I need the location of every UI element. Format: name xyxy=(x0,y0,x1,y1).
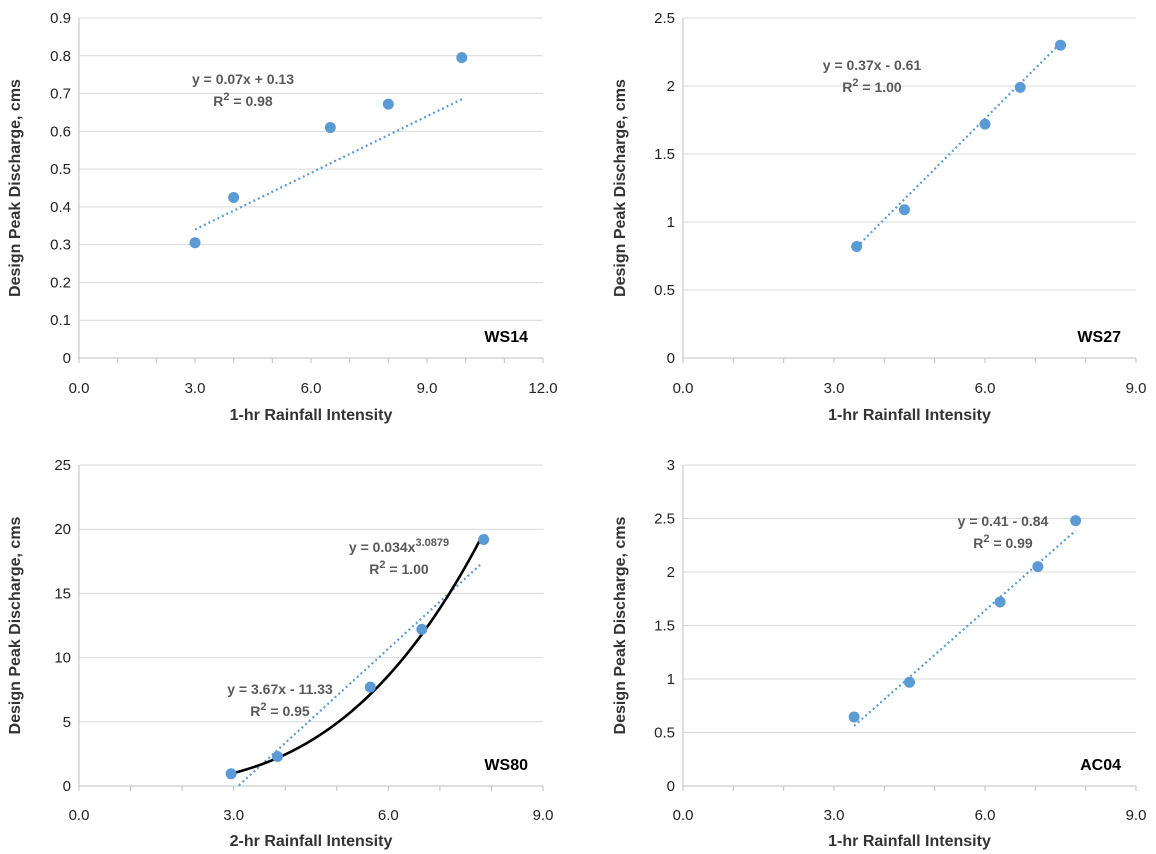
chart-3-xtick-label: 3.0 xyxy=(824,807,845,824)
chart-2-point-2 xyxy=(364,681,376,693)
chart-2-xtick-label: 0.0 xyxy=(69,807,90,824)
chart-0-ytick-label: 0 xyxy=(63,350,71,367)
chart-1-panel: 0 0.5 1 1.5 2 2.5 0.0 3.0 6.0 9.0 1-hr Rainfall In… xyxy=(612,10,1146,424)
chart-1-ytick-label: 1 xyxy=(667,214,675,231)
chart-2-panel-label: WS80 xyxy=(484,757,528,774)
chart-0-point-1 xyxy=(228,191,240,203)
chart-3-panel-label: AC04 xyxy=(1080,757,1121,774)
chart-2-xtick-label: 9.0 xyxy=(533,807,554,824)
chart-0-panel: 0 0.1 0.2 0.3 0.4 0.5 0.6 0.7 0.8 0.9 0.0 3.0 6.0 9.0… xyxy=(7,10,558,424)
chart-2-ytick-label: 15 xyxy=(54,585,71,602)
chart-1-point-0 xyxy=(851,240,863,252)
chart-1-ytick-label: 2.5 xyxy=(654,10,675,27)
chart-2-x-axis-title: 2-hr Rainfall Intensity xyxy=(230,833,393,850)
chart-3-ytick-label: 1 xyxy=(667,671,675,688)
chart-1-xtick-label: 3.0 xyxy=(824,380,845,397)
chart-0-point-3 xyxy=(382,98,394,110)
chart-0-ytick-label: 0.1 xyxy=(50,312,71,329)
chart-0-xtick-label: 0.0 xyxy=(69,380,90,397)
chart-3-x-axis-title: 1-hr Rainfall Intensity xyxy=(828,833,991,850)
chart-3-panel: 0 0.5 1 1.5 2 2.5 3 0.0 3.0 6.0 9.0 1-hr Rainfall I… xyxy=(612,457,1146,850)
chart-3-r2-label: R2 = 0.99 xyxy=(973,533,1033,551)
chart-1-trendline-linear xyxy=(855,42,1062,248)
chart-3-point-3 xyxy=(1032,561,1044,573)
chart-1-point-2 xyxy=(979,118,991,130)
chart-3-trendline-linear xyxy=(853,529,1077,727)
chart-3-point-4 xyxy=(1070,515,1082,527)
chart-1-y-axis-title: Design Peak Discharge, cms xyxy=(612,79,629,297)
chart-3-xtick-label: 0.0 xyxy=(673,807,694,824)
chart-3-point-1 xyxy=(904,676,915,688)
chart-0-r2-label: R2 = 0.98 xyxy=(213,91,273,109)
chart-2-equation-label: y = 0.034x3.0879 xyxy=(349,537,449,555)
chart-2-point-4 xyxy=(478,533,490,545)
chart-1-panel-label: WS27 xyxy=(1077,329,1121,346)
chart-3-ytick-label: 2 xyxy=(667,564,675,581)
chart-2-ytick-label: 5 xyxy=(63,714,71,731)
chart-2-trendline-power xyxy=(230,537,483,775)
chart-0-point-2 xyxy=(324,122,336,134)
chart-0-xtick-label: 12.0 xyxy=(528,380,557,397)
chart-0-panel-label: WS14 xyxy=(484,329,528,346)
chart-3-ytick-label: 0.5 xyxy=(654,725,675,742)
chart-1-xtick-label: 9.0 xyxy=(1126,380,1147,397)
chart-0-x-axis-title: 1-hr Rainfall Intensity xyxy=(230,407,393,424)
chart-1-xtick-label: 0.0 xyxy=(673,380,694,397)
chart-2-panel: 0 5 10 15 20 25 0.0 3.0 6.0 9.0 2-hr Rainfall Inte… xyxy=(7,457,553,850)
chart-1-point-4 xyxy=(1055,39,1066,51)
chart-0-ytick-label: 0.5 xyxy=(50,161,71,178)
chart-0-ytick-label: 0.2 xyxy=(50,274,71,291)
chart-2-point-3 xyxy=(416,623,428,635)
chart-2-ytick-label: 20 xyxy=(54,521,71,538)
chart-0-xtick-label: 6.0 xyxy=(301,380,322,397)
chart-0-xtick-label: 3.0 xyxy=(185,380,206,397)
chart-0-ytick-label: 0.8 xyxy=(50,48,71,65)
chart-0-trendline-linear xyxy=(194,98,463,231)
chart-3-equation-label: y = 0.41 - 0.84 xyxy=(958,513,1049,529)
chart-0-ytick-label: 0.4 xyxy=(50,199,71,216)
chart-3-ytick-label: 2.5 xyxy=(654,511,675,528)
chart-1-x-axis-title: 1-hr Rainfall Intensity xyxy=(828,407,991,424)
chart-1-ytick-label: 0 xyxy=(667,350,675,367)
chart-1-xtick-label: 6.0 xyxy=(975,380,996,397)
chart-0-y-axis-title: Design Peak Discharge, cms xyxy=(7,79,24,297)
chart-3-xtick-label: 9.0 xyxy=(1126,807,1147,824)
chart-0-ytick-label: 0.3 xyxy=(50,237,71,254)
chart-0-point-0 xyxy=(189,237,201,249)
chart-3-point-0 xyxy=(848,711,860,723)
chart-0-ytick-label: 0.9 xyxy=(50,10,71,27)
chart-2-r2-label: R2 = 0.95 xyxy=(250,701,310,719)
chart-3-ytick-label: 3 xyxy=(667,457,675,474)
chart-0-equation-label: y = 0.07x + 0.13 xyxy=(192,71,294,87)
chart-0-point-4 xyxy=(456,52,468,64)
chart-1-equation-label: y = 0.37x - 0.61 xyxy=(823,57,922,73)
chart-0-ytick-label: 0.6 xyxy=(50,123,71,140)
chart-2-r2-label: R2 = 1.00 xyxy=(369,559,429,577)
chart-2-ytick-label: 25 xyxy=(54,457,71,474)
chart-2-y-axis-title: Design Peak Discharge, cms xyxy=(7,516,24,734)
chart-1-ytick-label: 2 xyxy=(667,78,675,95)
chart-0-xtick-label: 9.0 xyxy=(417,380,438,397)
chart-3-ytick-label: 1.5 xyxy=(654,618,675,635)
chart-2-equation-label: y = 3.67x - 11.33 xyxy=(227,681,333,697)
chart-3-xtick-label: 6.0 xyxy=(975,807,996,824)
chart-3-ytick-label: 0 xyxy=(667,778,675,795)
chart-0-ytick-label: 0.7 xyxy=(50,86,71,103)
chart-2-xtick-label: 3.0 xyxy=(223,807,244,824)
chart-1-point-3 xyxy=(1014,81,1026,93)
chart-2-ytick-label: 0 xyxy=(63,778,71,795)
chart-3-point-2 xyxy=(994,596,1006,608)
chart-1-point-1 xyxy=(898,204,910,216)
chart-1-ytick-label: 0.5 xyxy=(654,282,675,299)
chart-1-ytick-label: 1.5 xyxy=(654,146,675,163)
chart-1-r2-label: R2 = 1.00 xyxy=(842,77,902,95)
chart-2-xtick-label: 6.0 xyxy=(378,807,399,824)
chart-2-point-1 xyxy=(271,750,283,762)
chart-2-point-0 xyxy=(225,768,237,780)
chart-2-ytick-label: 10 xyxy=(54,650,71,667)
chart-3-y-axis-title: Design Peak Discharge, cms xyxy=(612,516,629,734)
